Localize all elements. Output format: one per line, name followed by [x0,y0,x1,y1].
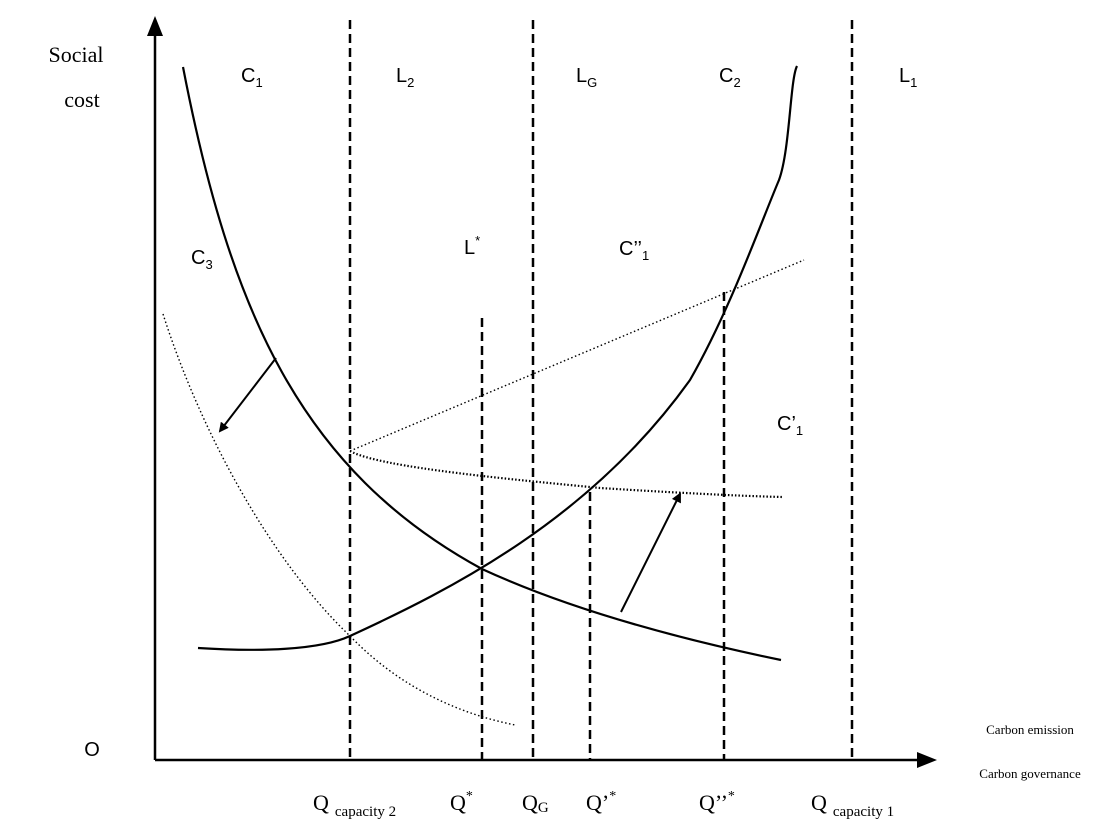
label-lg: LG [576,65,597,90]
x-axis-arrowhead [917,752,937,768]
c2-cost-curve [197,65,799,651]
label-l1: L1 [899,65,917,90]
label-l2: L2 [396,65,414,90]
label-l-star: L* [464,233,480,259]
shift-arrow-c1-to-c3 [218,357,277,433]
c3-cost-curve [162,313,516,726]
c-prime-1-cost-curve [349,450,783,499]
y-axis-label-social: Social [49,42,104,67]
c1-cost-curve [181,66,782,662]
tick-q-double-prime-star: Q’’* [699,789,735,815]
label-c-prime-1: C’1 [777,413,803,438]
x-axis-label-carbon-governance: Carbon governance [979,766,1081,781]
origin-label: O [84,739,100,761]
shift-arrow-c1-to-c-prime-1 [620,492,681,613]
c-double-prime-1-cost-line [349,259,805,452]
y-axis-arrowhead [147,16,163,36]
label-c-double-prime-1: C’’1 [619,238,649,263]
x-axis-label-carbon-emission: Carbon emission [986,722,1074,737]
axes [147,16,937,768]
equilibrium-lines [480,292,726,760]
tick-q-prime-star: Q’* [586,789,616,815]
label-c1: C1 [241,65,263,90]
region-separators [348,20,854,760]
tick-q-g: QG [522,790,549,816]
label-c2: C2 [719,65,741,90]
y-axis-label-cost: cost [64,87,99,112]
tick-q-star: Q* [450,789,473,815]
label-c3: C3 [191,247,213,272]
